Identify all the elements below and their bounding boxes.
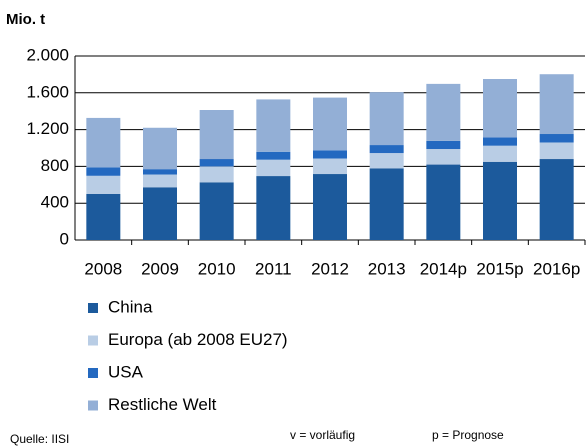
y-tick-label: 1.600: [26, 82, 69, 101]
bar-segment: [199, 182, 234, 240]
y-tick-label: 400: [41, 193, 69, 212]
bar-segment: [256, 99, 291, 152]
x-tick-label: 2012: [311, 259, 349, 278]
legend-label: Europa (ab 2008 EU27): [108, 330, 288, 349]
bar-segment: [369, 145, 404, 154]
legend-swatch: [88, 368, 98, 378]
bar-segment: [143, 174, 177, 188]
bar-segment: [539, 159, 574, 240]
bar-segment: [313, 158, 347, 175]
x-tick-label: 2010: [198, 259, 236, 278]
bar-segment: [143, 187, 177, 240]
legend-swatch: [88, 335, 98, 346]
bar-segment: [199, 159, 234, 167]
legend-swatch: [88, 303, 98, 313]
bar-segment: [143, 169, 177, 175]
source: Quelle: IISI: [10, 432, 69, 446]
bar-segment: [199, 110, 234, 160]
y-tick-label: 0: [60, 229, 69, 248]
bar-segment: [86, 194, 121, 240]
bar-segment: [539, 142, 574, 160]
bar-segment: [313, 174, 347, 240]
bar-segment: [483, 79, 517, 138]
bar-segment: [143, 127, 177, 170]
x-tick-label: 2013: [368, 259, 406, 278]
legend-swatch: [88, 400, 98, 411]
bar-segment: [313, 150, 347, 159]
bar-segment: [426, 83, 461, 141]
y-tick-label: 1.200: [26, 119, 69, 138]
bar-segment: [369, 153, 404, 169]
note: p = Prognose: [432, 428, 504, 442]
bar-segment: [86, 175, 121, 194]
x-tick-label: 2011: [255, 259, 292, 278]
bar-segment: [256, 151, 291, 160]
bar-segment: [483, 145, 517, 162]
legend-label: China: [108, 297, 153, 316]
bar-segment: [539, 134, 574, 143]
x-tick-label: 2016p: [533, 259, 580, 278]
x-tick-label: 2009: [141, 259, 179, 278]
bar-segment: [369, 168, 404, 240]
bar-segment: [483, 161, 517, 240]
x-tick-label: 2015p: [476, 259, 523, 278]
legend-label: Restliche Welt: [108, 395, 217, 414]
bar-segment: [199, 166, 234, 183]
bar-segment: [539, 74, 574, 135]
bar-segment: [256, 176, 291, 240]
bar-segment: [313, 97, 347, 151]
y-tick-label: 2.000: [26, 45, 69, 64]
bar-segment: [426, 149, 461, 165]
y-tick-label: 800: [41, 156, 69, 175]
bar-segment: [369, 92, 404, 146]
bar-segment: [426, 164, 461, 240]
bar-segment: [86, 167, 121, 176]
bar-segment: [86, 117, 121, 168]
bar-segment: [483, 137, 517, 146]
bar-segment: [426, 140, 461, 150]
chart-title: Mio. t: [6, 11, 45, 28]
bar-segment: [256, 159, 291, 177]
x-tick-label: 2008: [84, 259, 122, 278]
x-tick-label: 2014p: [420, 259, 467, 278]
legend-label: USA: [108, 362, 144, 381]
note: v = vorläufig: [290, 428, 355, 442]
